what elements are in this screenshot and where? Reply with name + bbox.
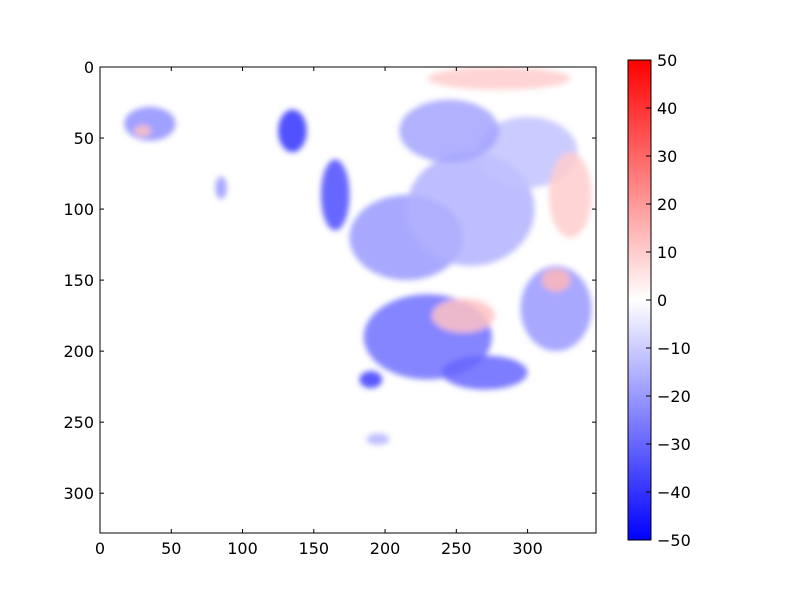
colorbar-tick-label: −10 — [657, 339, 691, 358]
heatmap-region — [359, 371, 383, 389]
y-tick-label: 100 — [63, 200, 94, 219]
x-tick-label: 200 — [370, 539, 401, 558]
heatmap-region — [541, 268, 571, 292]
heatmap-region — [399, 99, 500, 163]
colorbar-tick-label: 0 — [657, 291, 667, 310]
x-tick-label: 150 — [299, 539, 330, 558]
y-tick-label: 150 — [63, 271, 94, 290]
heatmap-region — [548, 152, 592, 238]
heatmap-region — [442, 355, 528, 390]
heatmap-layer — [124, 67, 592, 445]
y-tick-label: 0 — [84, 58, 94, 77]
colorbar-tick-label: −50 — [657, 531, 691, 550]
x-tick-label: 50 — [161, 539, 181, 558]
colorbar-tick-label: −20 — [657, 387, 691, 406]
colorbar-tick-label: −30 — [657, 435, 691, 454]
y-axis: 0 50 100 150 200 250 300 — [63, 58, 596, 503]
heatmap-region — [366, 433, 390, 445]
plot-frame — [99, 66, 597, 534]
colorbar-tick-label: 10 — [657, 243, 677, 262]
y-tick-label: 300 — [63, 484, 94, 503]
heatmap-region — [320, 159, 350, 231]
y-tick-label: 200 — [63, 342, 94, 361]
colorbar-tick-label: −40 — [657, 483, 691, 502]
colorbar-tick-label: 40 — [657, 99, 677, 118]
colorbar-tick-label: 20 — [657, 195, 677, 214]
heatmap-region — [520, 265, 592, 352]
y-tick-label: 250 — [63, 413, 94, 432]
heatmap-region — [124, 106, 176, 141]
heatmap-region — [432, 298, 495, 333]
heatmap-region — [134, 125, 152, 137]
heatmap-region — [215, 176, 227, 200]
colorbar-tick-label: 50 — [657, 51, 677, 70]
x-tick-label: 300 — [512, 539, 543, 558]
x-tick-label: 250 — [441, 539, 472, 558]
x-tick-label: 100 — [227, 539, 258, 558]
heatmap-region — [278, 109, 307, 153]
heatmap-region — [427, 67, 571, 90]
y-tick-label: 50 — [74, 129, 94, 148]
x-tick-label: 0 — [95, 539, 105, 558]
heatmap-region — [477, 116, 578, 188]
colorbar-tick-label: 30 — [657, 147, 677, 166]
x-axis: 0 50 100 150 200 250 300 — [95, 67, 543, 558]
colorbar-ticks: 50 40 30 20 10 0 −10 −20 −30 −40 −50 — [646, 51, 691, 550]
